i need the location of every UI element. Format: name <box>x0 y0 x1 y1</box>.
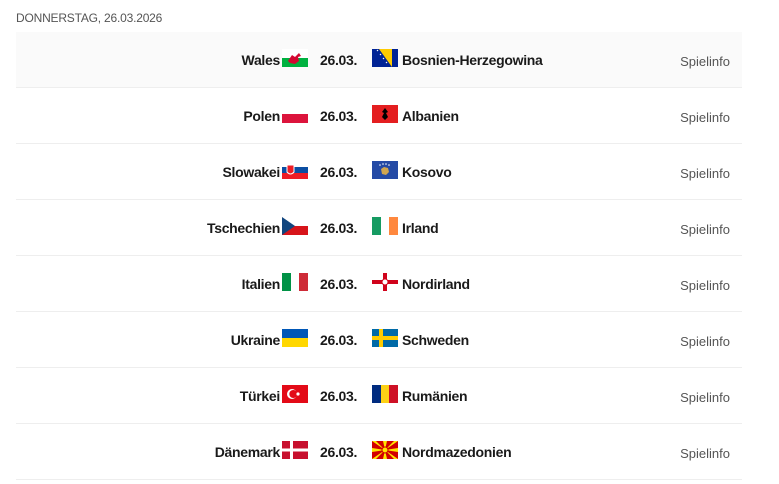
ukraine-flag-icon <box>282 329 308 347</box>
away-team: Nordmazedonien <box>402 444 512 460</box>
denmark-flag-icon <box>282 441 308 459</box>
away-team: Schweden <box>402 332 469 348</box>
match-date: 26.03. <box>320 388 358 404</box>
spielinfo-link[interactable]: Spielinfo <box>680 54 730 69</box>
home-team: Türkei <box>239 388 281 404</box>
home-team: Dänemark <box>214 444 281 460</box>
sweden-flag-icon <box>372 329 398 347</box>
home-team: Tschechien <box>207 220 280 236</box>
away-team: Albanien <box>402 108 459 124</box>
match-date: 26.03. <box>320 332 358 348</box>
match-row: Slowakei 26.03. Kosovo Spielinfo <box>16 144 742 200</box>
match-date: 26.03. <box>320 52 358 68</box>
match-date: 26.03. <box>320 276 358 292</box>
northern-ireland-flag-icon <box>372 273 398 291</box>
home-team: Ukraine <box>230 332 281 348</box>
match-date: 26.03. <box>320 164 358 180</box>
ireland-flag-icon <box>372 217 398 235</box>
match-row: Italien 26.03. Nordirland Spielinfo <box>16 256 742 312</box>
spielinfo-link[interactable]: Spielinfo <box>680 446 730 461</box>
spielinfo-link[interactable]: Spielinfo <box>680 222 730 237</box>
spielinfo-link[interactable]: Spielinfo <box>680 110 730 125</box>
wales-flag-icon <box>282 49 308 67</box>
match-date: 26.03. <box>320 108 358 124</box>
spielinfo-link[interactable]: Spielinfo <box>680 334 730 349</box>
away-team: Bosnien-Herzegowina <box>402 52 543 68</box>
romania-flag-icon <box>372 385 398 403</box>
match-row: Ukraine 26.03. Schweden Spielinfo <box>16 312 742 368</box>
czechia-flag-icon <box>282 217 308 235</box>
bosnia-flag-icon <box>372 49 398 67</box>
away-team: Kosovo <box>402 164 452 180</box>
match-row: Polen 26.03. Albanien Spielinfo <box>16 88 742 144</box>
home-team: Polen <box>243 108 280 124</box>
match-row: Türkei 26.03. Rumänien Spielinfo <box>16 368 742 424</box>
slovakia-flag-icon <box>282 161 308 179</box>
spielinfo-link[interactable]: Spielinfo <box>680 166 730 181</box>
away-team: Irland <box>402 220 439 236</box>
match-date: 26.03. <box>320 444 358 460</box>
kosovo-flag-icon <box>372 161 398 179</box>
home-team: Wales <box>241 52 281 68</box>
match-row: Tschechien 26.03. Irland Spielinfo <box>16 200 742 256</box>
turkey-flag-icon <box>282 385 308 403</box>
poland-flag-icon <box>282 105 308 123</box>
north-macedonia-flag-icon <box>372 441 398 459</box>
spielinfo-link[interactable]: Spielinfo <box>680 278 730 293</box>
home-team: Italien <box>241 276 281 292</box>
match-list: Wales 26.03. Bosnien-Herzegowina Spielinfo P… <box>16 32 742 480</box>
away-team: Rumänien <box>402 388 468 404</box>
italy-flag-icon <box>282 273 308 291</box>
match-row: Dänemark 26.03. Nordmazedonien Spielinfo <box>16 424 742 480</box>
away-team: Nordirland <box>402 276 470 292</box>
day-header: DONNERSTAG, 26.03.2026 <box>16 11 163 25</box>
spielinfo-link[interactable]: Spielinfo <box>680 390 730 405</box>
albania-flag-icon <box>372 105 398 123</box>
match-date: 26.03. <box>320 220 358 236</box>
match-row: Wales 26.03. Bosnien-Herzegowina Spielinfo <box>16 32 742 88</box>
home-team: Slowakei <box>222 164 280 180</box>
